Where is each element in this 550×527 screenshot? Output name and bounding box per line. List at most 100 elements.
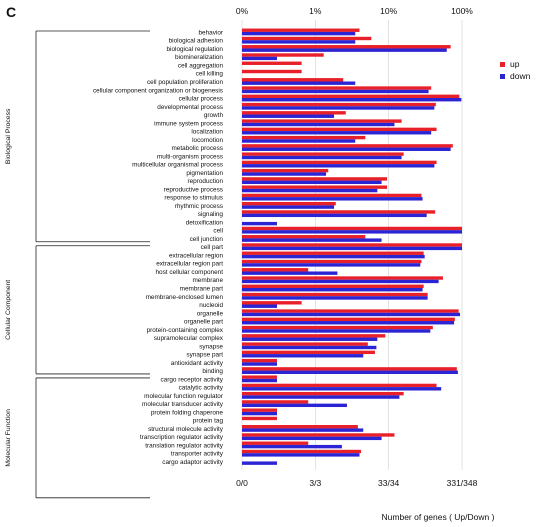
panel-label: C: [6, 4, 16, 20]
bar-down-49: [242, 436, 382, 441]
bar-down-41: [242, 370, 458, 374]
top-tick-label-3: 100%: [451, 6, 473, 16]
legend-swatch-down: [500, 74, 505, 79]
bar-down-3: [242, 56, 277, 61]
category-label-25: cell junction: [190, 236, 224, 243]
bar-up-5: [242, 69, 302, 74]
bar-down-38: [242, 345, 377, 350]
bar-up-25: [242, 235, 366, 239]
bar-up-3: [242, 53, 324, 57]
group-label-0: Biological Process: [5, 108, 12, 164]
category-label-19: reproductive process: [164, 186, 223, 193]
bar-up-36: [242, 325, 433, 330]
axes: 0% 1% 10% 100% 0/0 3/3 33/34 331/348: [236, 6, 478, 488]
bar-up-10: [242, 111, 346, 115]
category-label-49: transcription regulator activity: [140, 434, 224, 441]
category-label-37: supramolecular complex: [154, 335, 224, 342]
category-label-2: biological regulation: [167, 46, 224, 53]
legend-label-up: up: [510, 59, 520, 69]
bar-down-9: [242, 106, 435, 110]
bar-up-11: [242, 119, 402, 123]
bar-down-29: [242, 271, 338, 275]
bar-up-49: [242, 433, 395, 437]
category-label-52: cargo adaptor activity: [162, 459, 224, 466]
x-axis-label: Number of genes ( Up/Down ): [382, 512, 495, 522]
bar-down-0: [242, 31, 356, 36]
bar-down-1: [242, 40, 356, 44]
category-label-0: behavior: [198, 29, 223, 36]
bar-up-43: [242, 383, 437, 388]
bar-down-28: [242, 263, 421, 267]
bar-up-14: [242, 144, 453, 148]
bar-up-30: [242, 276, 443, 280]
bar-down-20: [242, 197, 423, 201]
bar-up-4: [242, 61, 302, 65]
bar-up-29: [242, 268, 309, 272]
category-label-48: structural molecule activity: [148, 426, 224, 433]
category-label-14: metabolic process: [171, 145, 223, 152]
bar-down-46: [242, 411, 277, 416]
category-label-22: signaling: [198, 211, 224, 218]
bar-up-31: [242, 284, 424, 288]
bar-up-22: [242, 210, 436, 214]
category-label-18: reproduction: [187, 178, 223, 185]
category-label-21: rhythmic process: [175, 203, 223, 210]
bar-up-1: [242, 36, 372, 41]
bar-down-19: [242, 188, 378, 193]
bar-up-33: [242, 301, 302, 305]
category-label-42: cargo receptor activity: [160, 376, 223, 383]
category-label-13: locomotion: [192, 137, 223, 144]
bar-down-24: [242, 230, 462, 234]
category-label-6: cell population proliferation: [147, 79, 223, 86]
category-label-43: catalytic activity: [179, 385, 224, 392]
bar-down-16: [242, 164, 435, 168]
category-label-40: antioxidant activity: [171, 360, 224, 367]
bar-down-22: [242, 213, 427, 218]
bar-down-43: [242, 387, 442, 391]
top-tick-label-0: 0%: [236, 6, 249, 16]
bar-down-36: [242, 329, 431, 333]
bar-up-2: [242, 45, 451, 49]
category-label-33: nucleoid: [199, 302, 223, 309]
legend-label-down: down: [510, 71, 531, 81]
bar-down-23: [242, 221, 277, 226]
category-label-50: translation regulator activity: [145, 442, 224, 449]
category-label-5: cell killing: [196, 71, 224, 78]
category-label-17: pigmentation: [186, 170, 223, 177]
bar-down-51: [242, 453, 360, 457]
category-label-47: protein tag: [193, 418, 224, 425]
bar-down-6: [242, 81, 356, 85]
bottom-tick-label-2: 33/34: [378, 478, 400, 488]
bar-down-50: [242, 444, 342, 449]
group-brackets: Biological Process Cellular Component Mole…: [5, 30, 150, 499]
bar-down-8: [242, 98, 462, 102]
bar-up-8: [242, 94, 460, 99]
bar-down-45: [242, 403, 347, 408]
bar-down-34: [242, 312, 461, 317]
category-label-31: membrane part: [180, 285, 224, 292]
category-label-20: response to stimulus: [164, 195, 223, 202]
category-label-3: biomineralization: [175, 54, 223, 61]
bar-up-48: [242, 425, 358, 429]
bar-up-35: [242, 317, 455, 322]
bar-down-31: [242, 287, 423, 292]
category-label-26: cell part: [201, 244, 224, 251]
bar-up-46: [242, 408, 277, 412]
category-label-32: membrane-enclosed lumen: [146, 294, 224, 301]
category-label-41: binding: [202, 368, 223, 375]
bar-up-15: [242, 152, 404, 156]
category-label-10: growth: [204, 112, 224, 119]
category-label-11: immune system process: [154, 120, 223, 127]
category-label-30: membrane: [192, 277, 223, 284]
bar-down-44: [242, 395, 400, 399]
bar-down-15: [242, 155, 402, 160]
bar-up-13: [242, 135, 366, 140]
legend-swatch-up: [500, 62, 505, 67]
bar-up-6: [242, 78, 344, 82]
category-label-1: biological adhesion: [169, 38, 224, 45]
bar-down-18: [242, 180, 382, 185]
bar-down-35: [242, 321, 455, 325]
